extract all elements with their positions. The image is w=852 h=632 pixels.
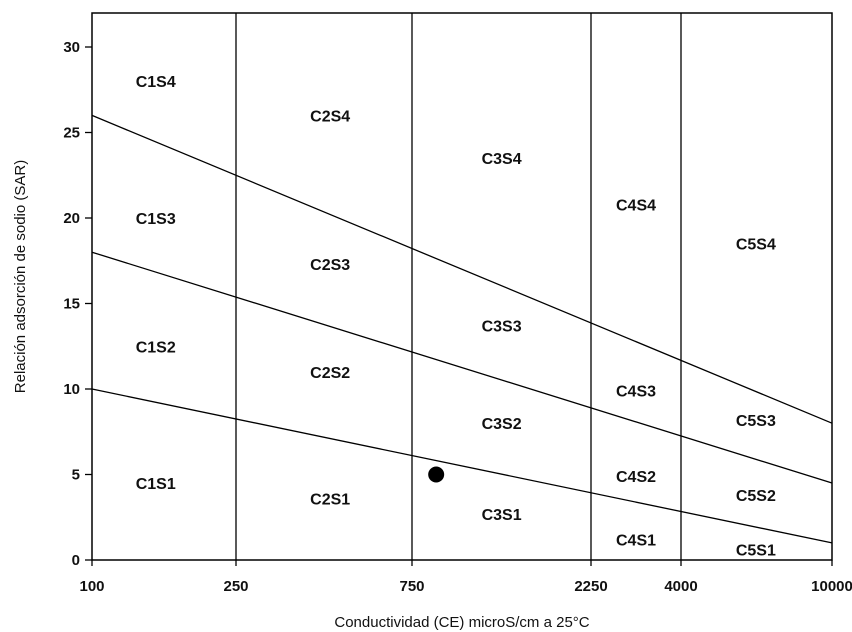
plot-frame <box>91 12 833 561</box>
y-axis-title: Relación adsorción de sodio (SAR) <box>12 160 29 393</box>
zone-label-c4s3: C4S3 <box>616 384 656 401</box>
zone-label-c2s4: C2S4 <box>310 108 350 125</box>
zone-label-c5s1: C5S1 <box>736 543 776 560</box>
zone-label-c3s1: C3S1 <box>482 507 522 524</box>
zone-label-c2s1: C2S1 <box>310 491 350 508</box>
zone-label-c1s3: C1S3 <box>136 211 176 228</box>
zone-label-c3s2: C3S2 <box>482 416 522 433</box>
x-tick-label: 4000 <box>664 578 697 595</box>
y-tick-label: 10 <box>63 381 80 398</box>
y-tick-label: 15 <box>63 296 80 313</box>
zone-label-c3s3: C3S3 <box>482 319 522 336</box>
zone-label-c5s4: C5S4 <box>736 237 776 254</box>
zone-label-c4s1: C4S1 <box>616 532 656 549</box>
zone-label-c5s3: C5S3 <box>736 413 776 430</box>
x-tick-label: 2250 <box>574 578 607 595</box>
zone-label-c5s2: C5S2 <box>736 488 776 505</box>
x-tick-label: 250 <box>223 578 248 595</box>
sample-point-1 <box>428 466 445 483</box>
zone-label-c4s2: C4S2 <box>616 469 656 486</box>
sar-boundary-line-1 <box>91 388 833 544</box>
x-tick-label: 10000 <box>811 578 852 595</box>
y-tick-label: 25 <box>63 125 80 142</box>
y-tick-label: 0 <box>72 552 80 569</box>
x-tick-label: 750 <box>399 578 424 595</box>
x-axis-title: Conductividad (CE) microS/cm a 25°C <box>334 614 589 631</box>
zone-label-c4s4: C4S4 <box>616 197 656 214</box>
zone-label-c2s2: C2S2 <box>310 365 350 382</box>
x-tick-label: 100 <box>79 578 104 595</box>
zone-label-c3s4: C3S4 <box>482 151 522 168</box>
sar-boundary-line-3 <box>91 114 833 424</box>
sar-boundary-line-2 <box>91 251 833 484</box>
zone-label-c1s4: C1S4 <box>136 74 176 91</box>
y-tick-label: 20 <box>63 210 80 227</box>
zone-label-c1s2: C1S2 <box>136 339 176 356</box>
y-tick-label: 30 <box>63 39 80 56</box>
y-tick-label: 5 <box>72 467 80 484</box>
zone-label-c1s1: C1S1 <box>136 476 176 493</box>
zone-label-c2s3: C2S3 <box>310 257 350 274</box>
